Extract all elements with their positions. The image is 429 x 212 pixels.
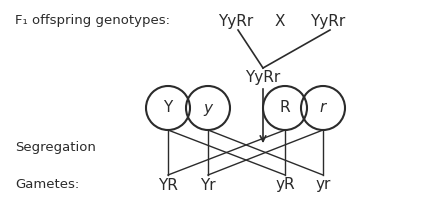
Text: y: y <box>203 100 212 116</box>
Text: Segregation: Segregation <box>15 141 96 155</box>
Text: YyRr: YyRr <box>245 70 281 85</box>
Text: R: R <box>280 100 290 116</box>
Text: YyRr: YyRr <box>310 14 345 29</box>
Text: yR: yR <box>275 177 295 192</box>
Text: X: X <box>275 14 286 29</box>
Text: Y: Y <box>163 100 172 116</box>
Text: YyRr: YyRr <box>218 14 253 29</box>
Text: Gametes:: Gametes: <box>15 179 79 191</box>
Text: r: r <box>320 100 326 116</box>
Text: F₁ offspring genotypes:: F₁ offspring genotypes: <box>15 14 170 27</box>
Text: yr: yr <box>315 177 331 192</box>
Text: Yr: Yr <box>200 177 216 192</box>
Text: YR: YR <box>158 177 178 192</box>
